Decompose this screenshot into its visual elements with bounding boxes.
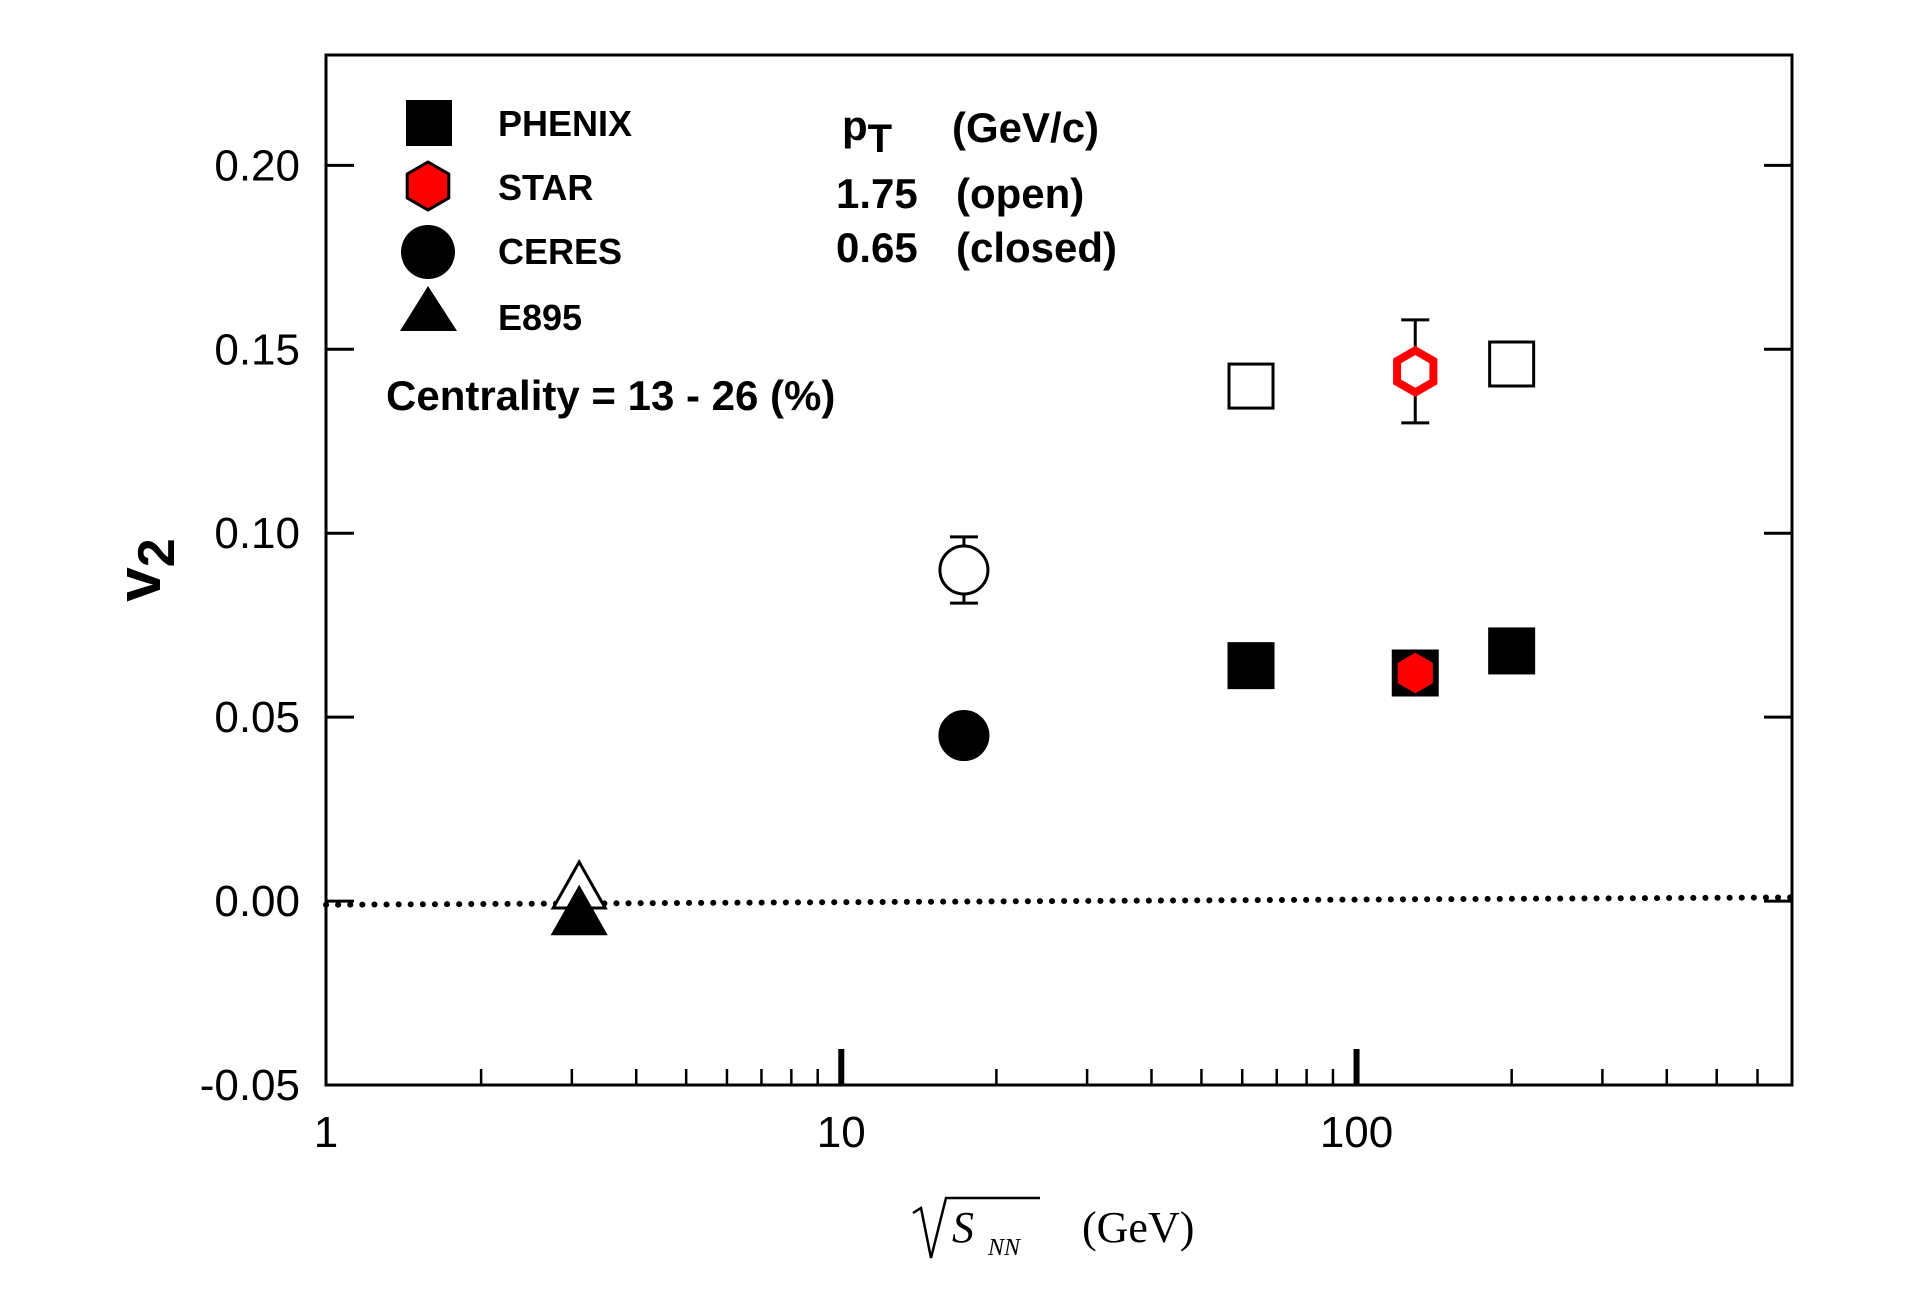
legend-label-ceres: CERES: [498, 231, 622, 272]
closed-value: 0.65: [836, 224, 918, 271]
legend-marker-circle: [401, 225, 455, 279]
centrality-label: Centrality = 13 - 26 (%): [386, 372, 835, 419]
open-value: 1.75: [836, 170, 918, 217]
legend-label-e895: E895: [498, 297, 582, 338]
pt-label: pT: [842, 102, 892, 161]
reference-line: [323, 894, 1795, 908]
legend-marker-hexagon: [405, 160, 451, 212]
x-tick-label: 10: [817, 1108, 866, 1157]
closed-label: (closed): [956, 224, 1117, 271]
sqrt-icon: [912, 1196, 1040, 1259]
x-axis: 1 10 100: [314, 1049, 1794, 1157]
legend-marker-triangle: [400, 286, 457, 331]
ceres-closed-point: [938, 710, 990, 762]
phenix-open-point: [1227, 362, 1275, 410]
y-tick-label: 0.00: [214, 877, 300, 926]
zero-reference-line: [323, 894, 1795, 908]
legend-marker-square: [406, 100, 452, 146]
x-tick-label: 100: [1320, 1108, 1393, 1157]
y-tick-label: -0.05: [200, 1061, 300, 1110]
legend: PHENIX STAR CERES E895: [400, 100, 632, 338]
star-closed-point: [1394, 649, 1436, 697]
phenix-open-point: [1488, 340, 1536, 388]
phenix-closed-point: [1488, 627, 1536, 675]
x-axis-label-unit: (GeV): [1082, 1203, 1194, 1252]
ceres-open-point: [938, 544, 990, 596]
x-axis-label: S NN (GeV): [912, 1196, 1194, 1261]
y-tick-label: 0.10: [214, 509, 300, 558]
x-tick-label: 1: [314, 1108, 338, 1157]
y-tick-label: 0.15: [214, 325, 300, 374]
data-points: [550, 318, 1536, 936]
y-axis-label: v2: [105, 538, 186, 601]
y-tick-label: 0.20: [214, 141, 300, 190]
legend-label-star: STAR: [498, 167, 593, 208]
legend-label-phenix: PHENIX: [498, 103, 632, 144]
annotation: pT (GeV/c) 1.75 (open) 0.65 (closed) Cen…: [386, 102, 1117, 419]
e895-closed-point: [550, 884, 608, 936]
open-label: (open): [956, 170, 1084, 217]
pt-unit: (GeV/c): [952, 104, 1099, 151]
y-tick-label: 0.05: [214, 693, 300, 742]
star-open-point: [1393, 345, 1438, 398]
phenix-closed-point: [1227, 642, 1275, 690]
x-axis-label-subscript: NN: [987, 1235, 1022, 1261]
plot-frame: [324, 53, 1794, 1087]
y-axis: -0.05 0.00 0.05 0.10 0.15 0.20: [200, 141, 1792, 1110]
x-axis-label-symbol: S: [952, 1203, 974, 1252]
